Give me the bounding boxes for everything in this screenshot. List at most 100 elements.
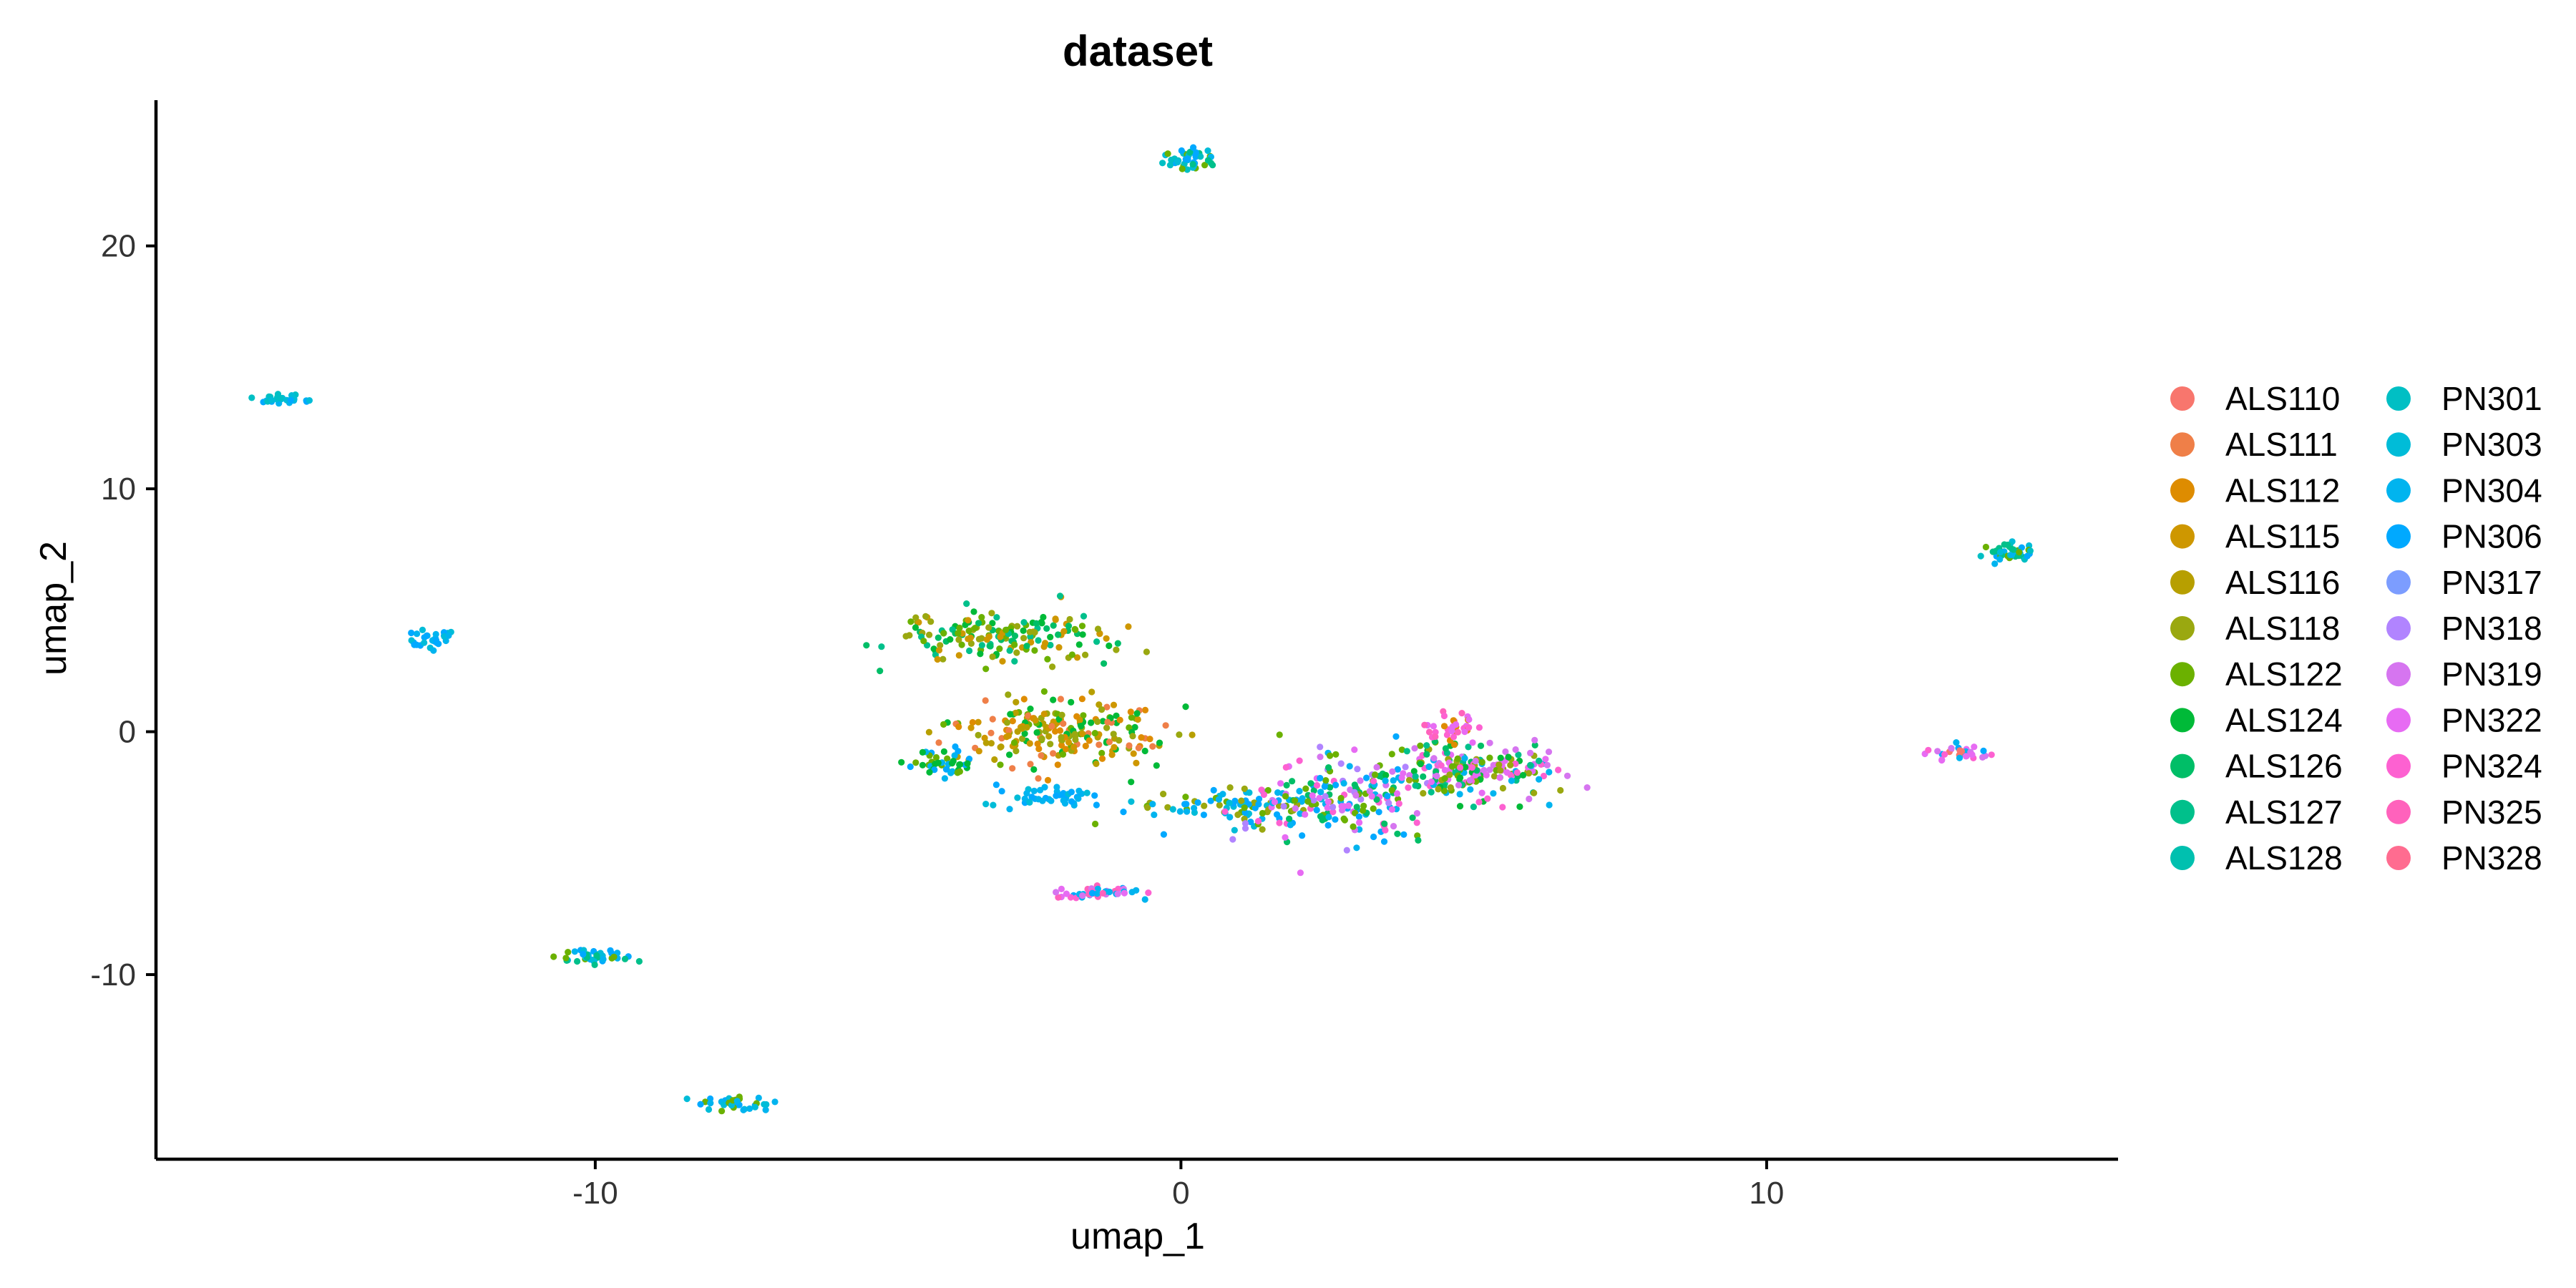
point-pn304	[1297, 810, 1304, 817]
point-pn318	[1402, 763, 1409, 771]
point-pn322	[1368, 793, 1375, 800]
point-als122	[956, 768, 963, 775]
point-als115	[1065, 738, 1073, 746]
point-als127	[1020, 619, 1028, 626]
point-als111	[1057, 696, 1064, 703]
legend-key-pn304	[2386, 478, 2411, 503]
point-als127	[635, 957, 643, 965]
point-als122	[1398, 746, 1405, 753]
point-pn303	[982, 801, 990, 808]
point-pn304	[1340, 780, 1347, 787]
point-pn318	[1330, 804, 1337, 811]
point-pn322	[1271, 799, 1278, 806]
point-pn303	[1169, 806, 1176, 813]
legend-key-pn325	[2386, 799, 2411, 824]
point-pn306	[1273, 811, 1281, 818]
point-pn324	[1555, 766, 1562, 774]
point-pn319	[1413, 810, 1420, 817]
point-pn306	[1370, 833, 1377, 841]
point-als124	[1520, 771, 1527, 779]
point-als124	[1113, 712, 1120, 719]
point-als115	[955, 652, 962, 659]
point-als126	[1114, 640, 1121, 647]
legend-key-pn306	[2386, 524, 2411, 549]
point-als112	[955, 723, 962, 731]
point-pn306	[1255, 801, 1262, 808]
point-pn318	[1354, 766, 1361, 773]
point-als118	[922, 613, 930, 620]
point-pn324	[1456, 764, 1464, 771]
point-als124	[1006, 751, 1013, 758]
point-pn306	[1068, 789, 1075, 796]
point-pn304	[1425, 763, 1433, 771]
point-pn325	[1425, 728, 1433, 736]
point-als122	[1078, 623, 1086, 630]
y-axis-label: umap_2	[33, 541, 74, 675]
point-als115	[1073, 654, 1081, 661]
point-pn324	[1276, 819, 1283, 826]
point-pn304	[1151, 811, 1158, 819]
point-als124	[912, 624, 919, 631]
point-als116	[991, 756, 998, 763]
point-pn306	[1332, 781, 1340, 789]
point-als124	[930, 645, 937, 653]
point-als112	[1044, 776, 1052, 784]
point-als118	[1003, 719, 1011, 726]
point-als112	[1127, 708, 1134, 716]
point-als126	[1442, 745, 1449, 752]
point-als124	[940, 748, 947, 755]
point-pn319	[1563, 772, 1571, 779]
legend-key-als122	[2170, 662, 2195, 687]
point-als118	[988, 610, 995, 617]
point-als111	[1106, 738, 1113, 746]
point-als122	[1071, 625, 1078, 633]
point-pn319	[1390, 823, 1397, 830]
point-pn301	[1977, 552, 1984, 560]
point-als122	[1370, 805, 1377, 812]
point-pn304	[1037, 786, 1044, 794]
point-als126	[1327, 784, 1334, 791]
point-als124	[926, 769, 933, 776]
point-als118	[1164, 804, 1171, 811]
point-pn318	[1229, 836, 1236, 843]
point-als124	[1050, 696, 1057, 703]
point-pn304	[1106, 888, 1113, 896]
point-als127	[1209, 162, 1216, 169]
point-als122	[1002, 626, 1010, 633]
point-als124	[935, 759, 942, 766]
point-als111	[1027, 761, 1034, 768]
point-als124	[1505, 753, 1512, 761]
point-als111	[982, 697, 989, 704]
point-pn319	[1433, 772, 1440, 780]
point-als118	[1049, 663, 1056, 670]
point-als126	[1477, 742, 1485, 749]
point-als122	[1011, 641, 1018, 648]
point-als118	[1026, 628, 1033, 635]
point-pn304	[1184, 808, 1191, 815]
point-als124	[1088, 719, 1095, 726]
point-als126	[1351, 781, 1358, 789]
point-pn324	[1475, 799, 1483, 806]
point-pn304	[1093, 890, 1101, 897]
point-als116	[1012, 709, 1019, 717]
point-als111	[1038, 752, 1045, 759]
point-pn304	[771, 1098, 779, 1106]
point-als127	[1056, 592, 1064, 600]
point-pn319	[1114, 890, 1121, 897]
point-pn319	[1480, 766, 1488, 774]
legend-label-pn304: PN304	[2441, 472, 2542, 509]
point-als124	[970, 608, 977, 615]
point-pn324	[1540, 772, 1547, 780]
point-als118	[1094, 625, 1102, 633]
point-pn325	[1055, 894, 1062, 901]
point-pn304	[1346, 763, 1353, 770]
point-pn306	[1332, 816, 1339, 823]
point-als124	[949, 760, 956, 767]
legend-key-pn328	[2386, 846, 2411, 870]
point-als124	[1457, 774, 1464, 781]
point-pn304	[1274, 789, 1282, 796]
point-als115	[1032, 717, 1039, 724]
legend-key-pn301	[2386, 386, 2411, 411]
point-pn319	[1526, 795, 1533, 803]
point-pn303	[1026, 799, 1033, 806]
